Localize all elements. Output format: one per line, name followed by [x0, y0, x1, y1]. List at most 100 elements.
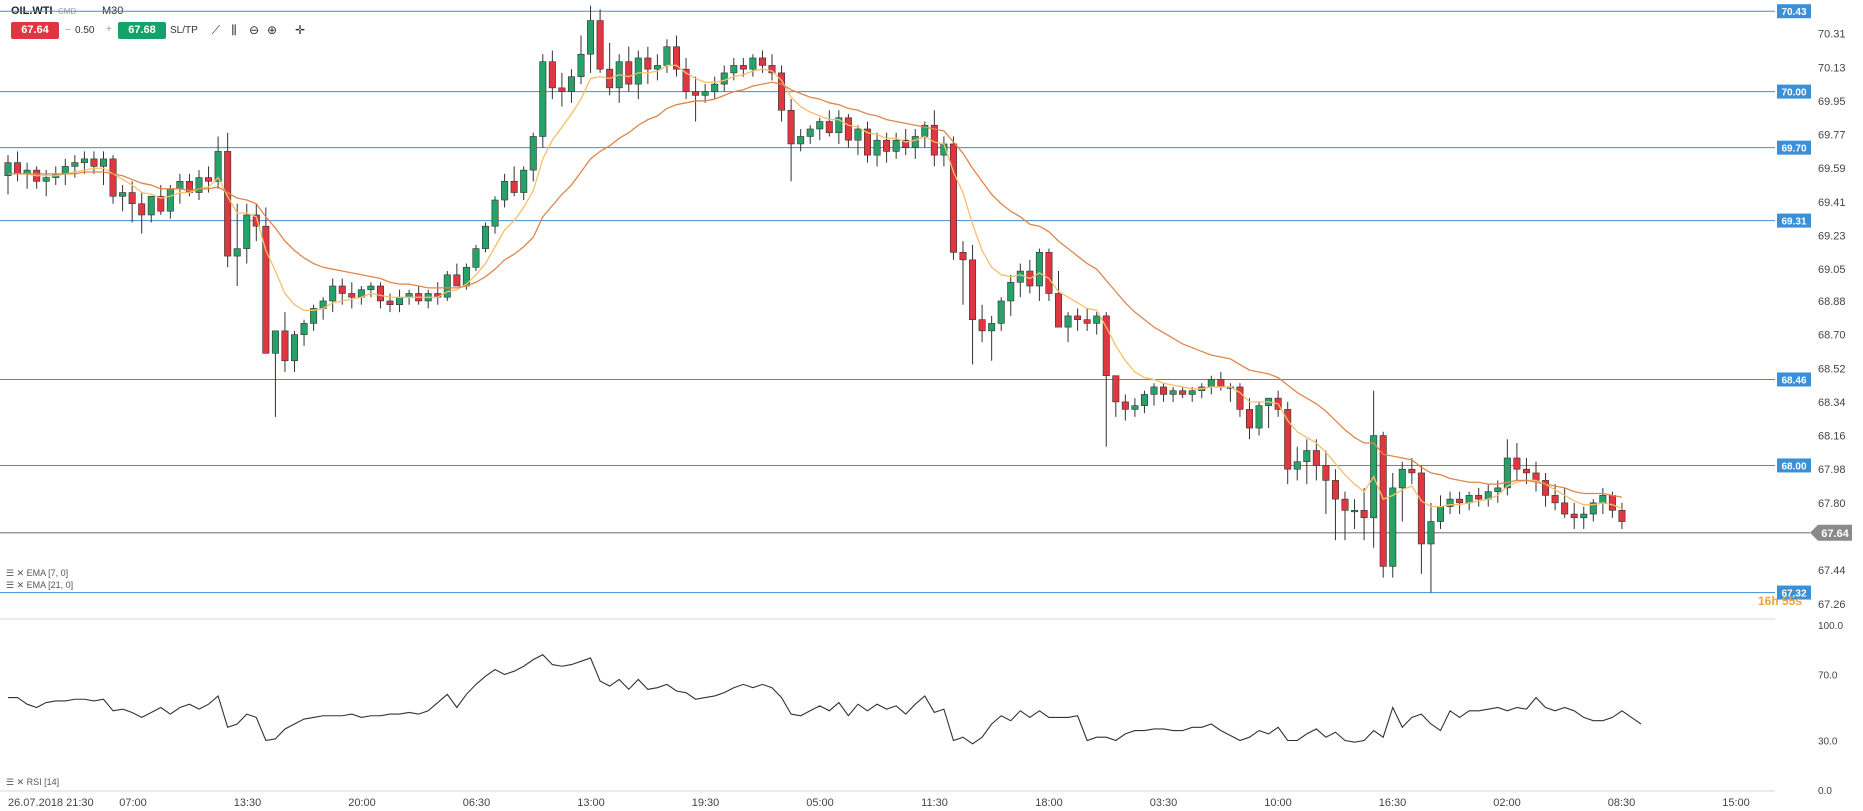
time-tick-label: 11:30 [921, 797, 948, 809]
candle-body [1465, 495, 1473, 504]
candle-body [797, 136, 805, 145]
candle-body [195, 177, 203, 193]
chart-toolbar: OIL.WTI CMD M30 67.64 – 0.50 + 67.68 SL/… [0, 0, 700, 40]
ema21-legend[interactable]: ☰ ✕ EMA [21, 0] [6, 580, 74, 590]
candle-body [1389, 487, 1397, 567]
level-tag-label: 70.00 [1781, 88, 1806, 99]
level-tag [1777, 372, 1811, 387]
candle-body [969, 259, 977, 320]
sell-button[interactable]: 67.64 [11, 22, 59, 39]
candle-body [348, 293, 356, 298]
candle-type-icon[interactable]: ⫼ [231, 23, 237, 37]
candle-body [1179, 390, 1187, 395]
candle-body [539, 61, 547, 137]
ema7-legend[interactable]: ☰ ✕ EMA [7, 0] [6, 568, 69, 578]
candle-body [739, 65, 747, 70]
candle-body [281, 330, 289, 362]
time-tick-label: 08:30 [1608, 797, 1636, 809]
candle-body [1351, 510, 1359, 513]
candle-body [367, 285, 375, 291]
ema7-label: EMA [7, 0] [26, 568, 69, 578]
volume-increase-button[interactable]: + [106, 24, 112, 35]
rsi-legend[interactable]: ☰ ✕ RSI [14] [6, 777, 60, 787]
level-tag-label: 67.32 [1781, 589, 1806, 600]
candle-body [1150, 386, 1158, 395]
rsi-label: RSI [14] [26, 777, 60, 787]
candle-body [644, 57, 652, 70]
price-tick-label: 67.26 [1818, 599, 1846, 611]
crosshair-icon[interactable]: ✛ [294, 23, 306, 37]
candle-body [1169, 390, 1177, 395]
candle-body [1580, 513, 1588, 519]
candle-body [1417, 472, 1425, 545]
candle-body [1093, 315, 1101, 324]
volume-decrease-button[interactable]: – [65, 24, 71, 35]
candle-body [290, 334, 298, 362]
candle-body [1322, 465, 1330, 481]
candle-body [119, 192, 127, 197]
candle-body [166, 188, 174, 212]
current-price-label: 67.64 [1821, 528, 1849, 540]
zoom-in-icon[interactable]: ⊕ [266, 23, 278, 37]
candle-body [1599, 495, 1607, 504]
candle-body [1398, 468, 1406, 489]
candle-body [510, 181, 518, 193]
candle-body [959, 252, 967, 261]
rsi-tick-label: 30.0 [1818, 737, 1838, 748]
candle-body [14, 162, 22, 175]
candle-body [711, 83, 719, 92]
price-tick-label: 70.13 [1818, 62, 1846, 74]
rsi-tick-label: 100.0 [1818, 621, 1843, 632]
candle-body [1437, 506, 1445, 522]
price-tick-label: 67.98 [1818, 464, 1846, 476]
time-tick-label: 05:00 [806, 797, 834, 809]
price-tick-label: 67.44 [1818, 565, 1846, 577]
candle-body [1513, 457, 1521, 470]
candle-body [988, 323, 996, 332]
candle-body [682, 68, 690, 92]
volume-input[interactable]: 0.50 [75, 25, 95, 36]
sltp-button[interactable]: SL/TP [170, 25, 198, 36]
candle-body [863, 128, 871, 156]
candle-body [816, 121, 824, 130]
candle-body [1064, 315, 1072, 328]
level-tag [1777, 84, 1811, 99]
candle-body [1551, 495, 1559, 504]
candle-body [481, 225, 489, 249]
candle-body [768, 65, 776, 74]
candle-body [472, 248, 480, 268]
candle-body [902, 139, 910, 148]
time-tick-label: 06:30 [463, 797, 491, 809]
price-tick-label: 68.88 [1818, 296, 1846, 308]
candle-body [548, 61, 556, 89]
price-tick-label: 68.70 [1818, 330, 1846, 342]
zoom-out-icon[interactable]: ⊖ [248, 23, 260, 37]
level-tag [1777, 213, 1811, 228]
candle-body [1074, 315, 1082, 320]
candle-body [625, 61, 633, 85]
buy-button[interactable]: 67.68 [118, 22, 166, 39]
time-tick-label: 10:00 [1264, 797, 1292, 809]
candle-body [1312, 450, 1320, 466]
candle-body [749, 57, 757, 70]
candle-body [587, 20, 595, 55]
candle-countdown: 16h 55s [1758, 594, 1802, 608]
candle-body [663, 46, 671, 66]
candle-body [128, 192, 136, 205]
level-tag-label: 68.00 [1781, 461, 1806, 472]
level-tag-label: 69.70 [1781, 144, 1806, 155]
candle-body [529, 136, 537, 171]
time-tick-label: 03:30 [1150, 797, 1178, 809]
ema7-line [8, 64, 1623, 510]
candle-body [1217, 379, 1225, 388]
candle-body [1542, 480, 1550, 496]
candle-body [997, 300, 1005, 324]
trend-line-icon[interactable]: ⟋ [211, 23, 221, 37]
level-tag [1777, 585, 1811, 600]
candle-body [1121, 401, 1129, 410]
time-tick-label: 20:00 [348, 797, 376, 809]
candle-body [300, 323, 308, 335]
candle-body [243, 214, 251, 249]
candle-body [1188, 390, 1196, 395]
